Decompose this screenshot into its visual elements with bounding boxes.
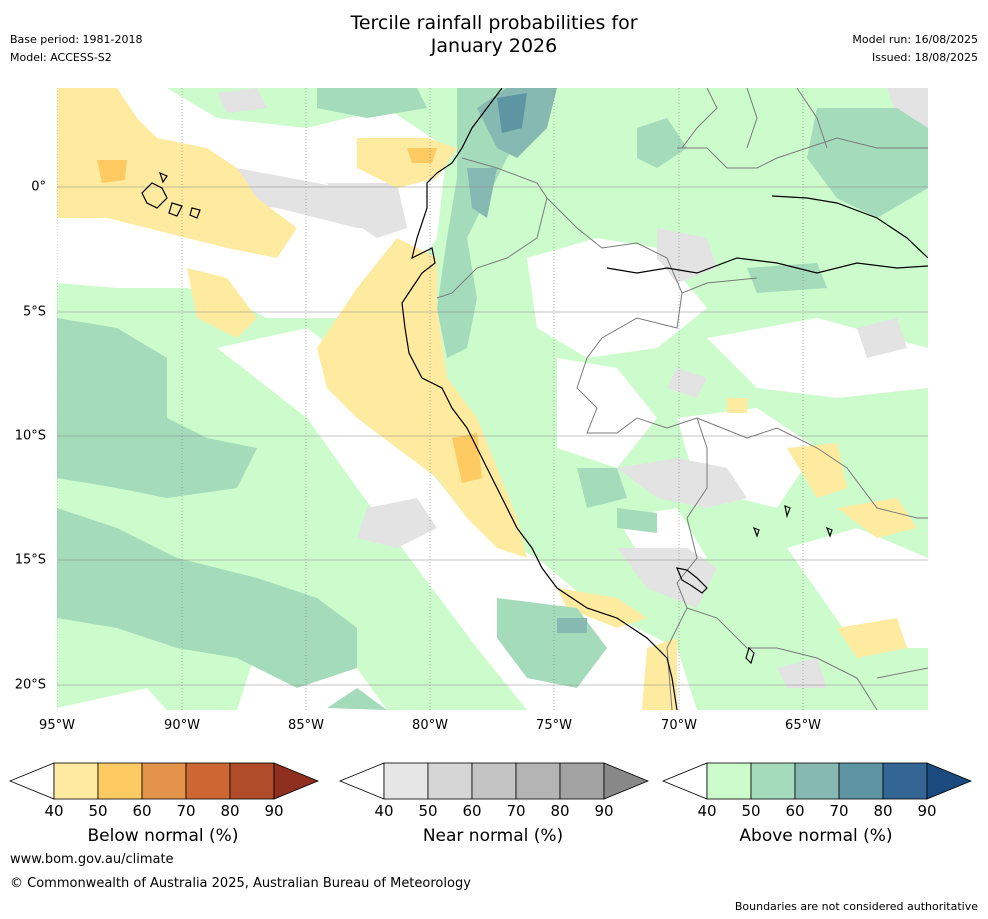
colorbar-segment	[97, 762, 143, 800]
x-tick-75w: 75°W	[536, 718, 572, 733]
disclaimer-text: Boundaries are not considered authoritat…	[734, 900, 978, 913]
colorbar-segment	[882, 762, 928, 800]
latitude-gridlines	[57, 186, 928, 686]
colorbar-tick-label: 40	[374, 802, 394, 820]
colorbars	[8, 762, 973, 800]
x-tick-95w: 95°W	[39, 718, 75, 733]
title-line-2: January 2026	[430, 35, 558, 57]
y-tick-20s: 20°S	[14, 677, 46, 693]
y-tick-5s: 5°S	[22, 304, 46, 320]
colorbar-below-normal	[8, 762, 320, 800]
colorbar-tick-label: 60	[132, 802, 152, 820]
colorbar-segment	[141, 762, 187, 800]
above-normal-70-80-regions	[497, 93, 527, 133]
x-tick-65w: 65°W	[785, 718, 821, 733]
colorbar-min-extend	[338, 762, 385, 800]
colorbar-tick-label: 90	[917, 802, 937, 820]
colorbar-max-extend	[926, 762, 973, 800]
colorbar-segment	[229, 762, 275, 800]
colorbar-tick-label: 50	[741, 802, 761, 820]
model-run-text: Model run: 16/08/2025	[852, 33, 978, 46]
colorbar-tick-label: 90	[264, 802, 284, 820]
rainfall-probability-map[interactable]	[57, 88, 928, 710]
title-line-1: Tercile rainfall probabilities for	[350, 12, 638, 34]
colorbar-tick-label: 70	[829, 802, 849, 820]
colorbar-tick-label: 60	[462, 802, 482, 820]
colorbar-tick-label: 80	[873, 802, 893, 820]
colorbar-above-label: Above normal (%)	[739, 826, 893, 846]
below-normal-40-50-regions	[57, 88, 917, 710]
country-boundaries	[436, 88, 928, 710]
website-link[interactable]: www.bom.gov.au/climate	[10, 852, 174, 867]
colorbar-segment	[559, 762, 605, 800]
colorbar-tick-label: 50	[418, 802, 438, 820]
above-normal-50-60-regions	[57, 88, 928, 710]
colorbar-segment	[515, 762, 561, 800]
base-period-text: Base period: 1981-2018	[10, 33, 143, 46]
colorbar-tick-label: 90	[594, 802, 614, 820]
colorbar-segment	[838, 762, 884, 800]
below-normal-50-60-regions	[97, 148, 482, 483]
colorbar-below-label: Below normal (%)	[87, 826, 239, 846]
colorbar-tick-label: 40	[44, 802, 64, 820]
x-tick-80w: 80°W	[412, 718, 448, 733]
x-tick-90w: 90°W	[164, 718, 200, 733]
y-tick-10s: 10°S	[14, 428, 46, 444]
y-tick-15s: 15°S	[14, 552, 46, 568]
colorbar-tick-label: 60	[785, 802, 805, 820]
page-title: Tercile rainfall probabilities for Janua…	[0, 12, 988, 58]
colorbar-segment	[471, 762, 517, 800]
model-text: Model: ACCESS-S2	[10, 51, 112, 64]
colorbar-tick-label: 50	[88, 802, 108, 820]
colorbar-min-extend	[8, 762, 55, 800]
colorbar-segment	[750, 762, 796, 800]
colorbar-tick-label: 80	[550, 802, 570, 820]
colorbar-segment	[383, 762, 429, 800]
colorbar-segment	[427, 762, 473, 800]
issued-text: Issued: 18/08/2025	[871, 51, 978, 64]
y-tick-0: 0°	[31, 179, 46, 195]
colorbar-tick-label: 70	[506, 802, 526, 820]
colorbar-segment	[53, 762, 99, 800]
colorbar-min-extend	[661, 762, 708, 800]
copyright-text: © Commonwealth of Australia 2025, Austra…	[10, 876, 471, 891]
colorbar-tick-label: 40	[697, 802, 717, 820]
colorbar-near-label: Near normal (%)	[422, 826, 564, 846]
colorbar-max-extend	[603, 762, 650, 800]
colorbar-segment	[794, 762, 840, 800]
colorbar-near-normal	[338, 762, 650, 800]
x-tick-70w: 70°W	[661, 718, 697, 733]
colorbar-max-extend	[273, 762, 320, 800]
colorbar-segment	[706, 762, 752, 800]
coastline	[141, 88, 928, 710]
colorbar-above-normal	[661, 762, 973, 800]
x-tick-85w: 85°W	[288, 718, 324, 733]
colorbar-segment	[185, 762, 231, 800]
colorbar-tick-label: 70	[176, 802, 196, 820]
colorbar-tick-label: 80	[220, 802, 240, 820]
